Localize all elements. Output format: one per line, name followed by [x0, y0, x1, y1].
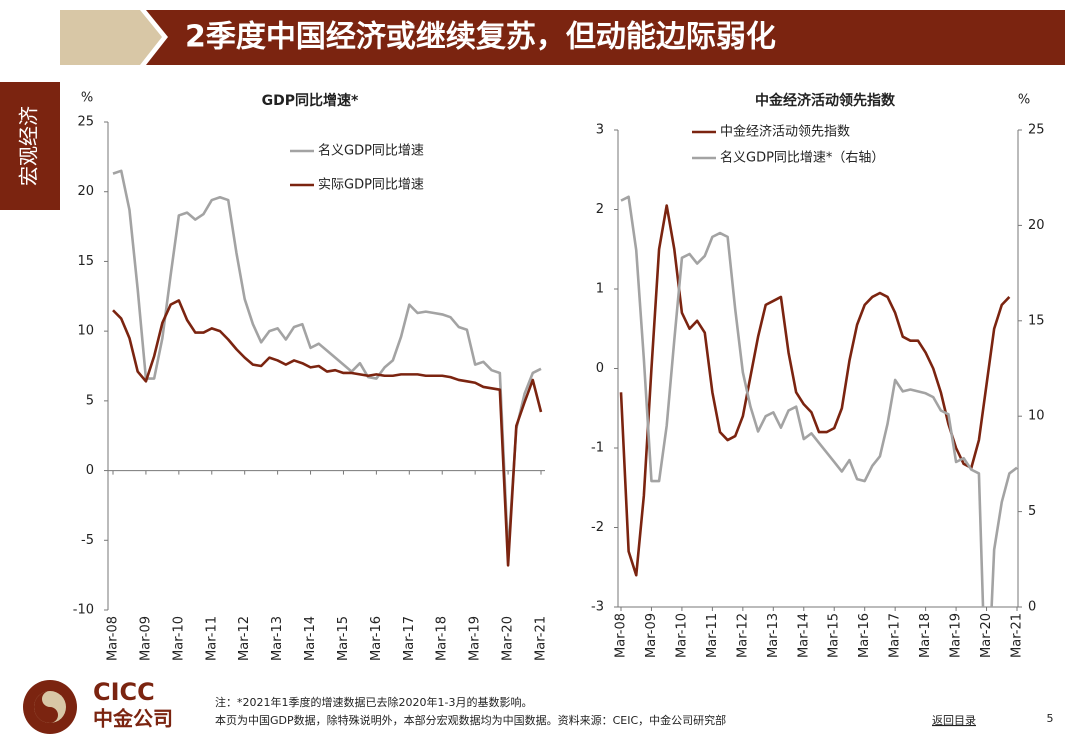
y-tick-label: -3	[591, 600, 604, 615]
section-label: 宏观经济	[17, 106, 41, 186]
series-line	[620, 195, 1018, 607]
x-tick-label: Mar-21	[534, 616, 549, 661]
x-tick-label: Mar-14	[303, 616, 318, 661]
series-line	[112, 299, 543, 567]
y2-tick-label: 5	[1028, 504, 1036, 519]
footnote: 本页为中国GDP数据，除特殊说明外，本部分宏观数据均为中国数据。资料来源：CEI…	[215, 713, 726, 727]
y2-tick-label: 10	[1028, 409, 1045, 424]
y-tick-label: 15	[77, 254, 94, 269]
x-tick-label: Mar-13	[766, 613, 781, 658]
logo-en: CICC	[93, 678, 155, 706]
y2-tick-label: 25	[1028, 123, 1045, 138]
x-tick-label: Mar-17	[402, 616, 417, 661]
series-line	[619, 204, 1011, 577]
x-tick-label: Mar-14	[796, 613, 811, 658]
x-tick-label: Mar-12	[735, 613, 750, 658]
y-tick-label: 0	[86, 463, 94, 478]
y-tick-label: -2	[591, 520, 604, 535]
legend-label: 名义GDP同比增速*（右轴）	[720, 150, 884, 166]
x-tick-label: Mar-08	[106, 616, 121, 661]
x-tick-label: Mar-10	[171, 616, 186, 661]
x-tick-label: Mar-08	[614, 613, 629, 658]
x-tick-label: Mar-10	[674, 613, 689, 658]
y2-tick-label: 20	[1028, 218, 1045, 233]
chart-title: 中金经济活动领先指数	[755, 92, 896, 109]
y-tick-label: 20	[77, 184, 94, 199]
y-tick-label: 10	[77, 324, 94, 339]
x-tick-label: Mar-15	[827, 613, 842, 658]
y-tick-label: 1	[596, 282, 604, 297]
y2-tick-label: 0	[1028, 600, 1036, 615]
x-tick-label: Mar-15	[336, 616, 351, 661]
y-unit: %	[81, 91, 93, 106]
x-tick-label: Mar-16	[369, 616, 384, 661]
header-bar	[146, 10, 1065, 65]
chart-title: GDP同比增速*	[262, 92, 359, 109]
x-tick-label: Mar-09	[138, 616, 153, 661]
y-tick-label: -5	[81, 533, 94, 548]
y-tick-label: -10	[73, 603, 94, 618]
x-tick-label: Mar-18	[435, 616, 450, 661]
y-tick-label: 0	[596, 361, 604, 376]
x-tick-label: Mar-18	[918, 613, 933, 658]
x-tick-label: Mar-12	[237, 616, 252, 661]
x-tick-label: Mar-21	[1010, 613, 1025, 658]
series-line	[112, 169, 542, 556]
slide-title: 2季度中国经济或继续复苏，但动能边际弱化	[185, 20, 776, 55]
footnote: 注：*2021年1季度的增速数据已去除2020年1-3月的基数影响。	[215, 695, 532, 709]
y-tick-label: 2	[596, 202, 604, 217]
legend-label: 中金经济活动领先指数	[720, 124, 850, 140]
section-tab	[0, 82, 60, 210]
x-tick-label: Mar-13	[270, 616, 285, 661]
y-tick-label: 5	[86, 393, 94, 408]
y2-unit: %	[1018, 93, 1030, 108]
x-tick-label: Mar-11	[705, 613, 720, 658]
y-tick-label: 3	[596, 123, 604, 138]
x-tick-label: Mar-19	[468, 616, 483, 661]
x-tick-label: Mar-20	[979, 613, 994, 658]
y2-tick-label: 15	[1028, 313, 1045, 328]
x-tick-label: Mar-11	[204, 616, 219, 661]
nav-link[interactable]: 返回目录	[932, 714, 976, 727]
logo-cn: 中金公司	[93, 707, 173, 731]
legend-label: 实际GDP同比增速	[318, 178, 424, 193]
x-tick-label: Mar-09	[644, 613, 659, 658]
logo-icon-mark	[34, 691, 58, 723]
x-tick-label: Mar-19	[949, 613, 964, 658]
y-tick-label: 25	[77, 115, 94, 130]
legend-label: 名义GDP同比增速	[318, 143, 424, 159]
page-number: 5	[1047, 712, 1054, 725]
x-tick-label: Mar-20	[501, 616, 516, 661]
y-tick-label: -1	[591, 441, 604, 456]
header-accent	[60, 10, 162, 65]
x-tick-label: Mar-16	[857, 613, 872, 658]
x-tick-label: Mar-17	[888, 613, 903, 658]
